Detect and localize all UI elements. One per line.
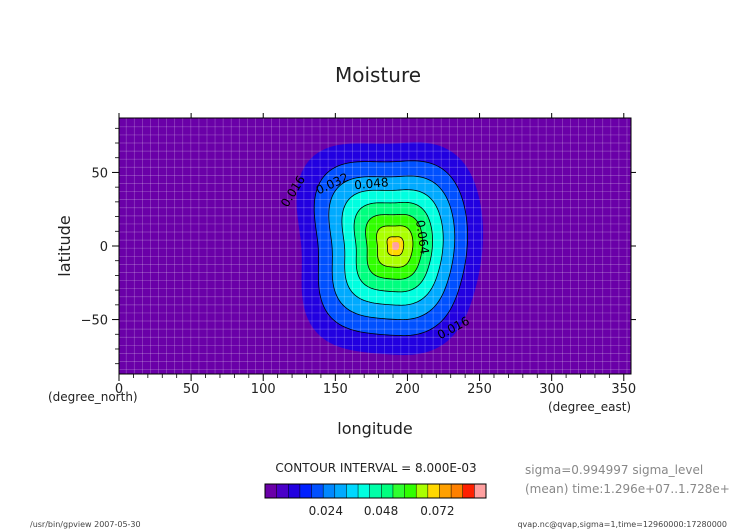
chart-title: Moisture <box>335 63 421 87</box>
x-tick-label: 100 <box>251 382 276 397</box>
colorbar-border <box>264 483 487 499</box>
grid-lines <box>119 118 631 374</box>
footer-source: qvap.nc@qvap,sigma=1,time=12960000:17280… <box>517 520 727 529</box>
colorbar-cell <box>334 484 347 498</box>
contour-label: 0.064 <box>413 219 432 255</box>
x-tick-label: 50 <box>183 382 200 397</box>
x-tick-label: 150 <box>323 382 348 397</box>
contour-0.072 <box>386 236 405 257</box>
y-tick-label: −50 <box>81 314 108 329</box>
y-axis-label: latitude <box>55 215 74 276</box>
y-tick-label: 50 <box>91 166 108 181</box>
colorbar-tick-label: 0.024 <box>309 504 343 518</box>
colorbar-tick-label: 0.048 <box>364 504 398 518</box>
contour-0.024 <box>313 160 468 337</box>
contour-0.040 <box>341 189 444 306</box>
colorbar-cell <box>404 484 417 498</box>
colorbar-cell <box>265 484 277 498</box>
colorbar <box>264 483 487 499</box>
colorbar-cell <box>462 484 475 498</box>
x-tick-label: 250 <box>467 382 492 397</box>
x-axis-ticks: 0 50 100 150 200 250 300 350 <box>115 113 636 397</box>
colorbar-cell <box>323 484 336 498</box>
x-tick-label: 200 <box>395 382 420 397</box>
x-tick-label: 350 <box>611 382 636 397</box>
colorbar-cell <box>439 484 452 498</box>
footer-program: /usr/bin/gpview 2007-05-30 <box>30 520 141 529</box>
colorbar-cell <box>416 484 429 498</box>
y-tick-label: 0 <box>100 240 108 255</box>
x-tick-label: 300 <box>539 382 564 397</box>
colorbar-cell <box>381 484 394 498</box>
colorbar-cell <box>276 484 289 498</box>
band-peak <box>392 242 400 251</box>
x-unit-label: (degree_east) <box>548 400 631 414</box>
time-info: (mean) time:1.296e+07..1.728e+ <box>525 482 730 496</box>
colorbar-tick-label: 0.072 <box>420 504 454 518</box>
colorbar-cell <box>369 484 382 498</box>
contour-0.064 <box>376 225 414 268</box>
contour-0.048 <box>353 201 433 293</box>
colorbar-cell <box>299 484 312 498</box>
colorbar-cell <box>474 484 487 498</box>
x-axis-label: longitude <box>337 419 412 438</box>
sigma-info: sigma=0.994997 sigma_level <box>525 463 703 477</box>
colorbar-cell <box>451 484 464 498</box>
contour-label: 0.048 <box>354 175 389 192</box>
colorbar-cell <box>311 484 324 498</box>
colorbar-cell <box>392 484 405 498</box>
contour-lines <box>313 160 468 337</box>
colorbar-cell <box>427 484 440 498</box>
colorbar-cell <box>288 484 301 498</box>
y-unit-label: (degree_north) <box>48 390 138 404</box>
x-tick-label: 0 <box>115 382 123 397</box>
colorbar-cell <box>346 484 359 498</box>
contour-0.032 <box>328 175 456 321</box>
colorbar-tick-labels: 0.024 0.048 0.072 <box>309 504 455 518</box>
contour-0.056 <box>365 213 423 280</box>
y-axis-ticks: 50 0 −50 <box>81 127 636 365</box>
colorbar-cell <box>358 484 370 498</box>
colorbar-title: CONTOUR INTERVAL = 8.000E-03 <box>275 461 476 475</box>
